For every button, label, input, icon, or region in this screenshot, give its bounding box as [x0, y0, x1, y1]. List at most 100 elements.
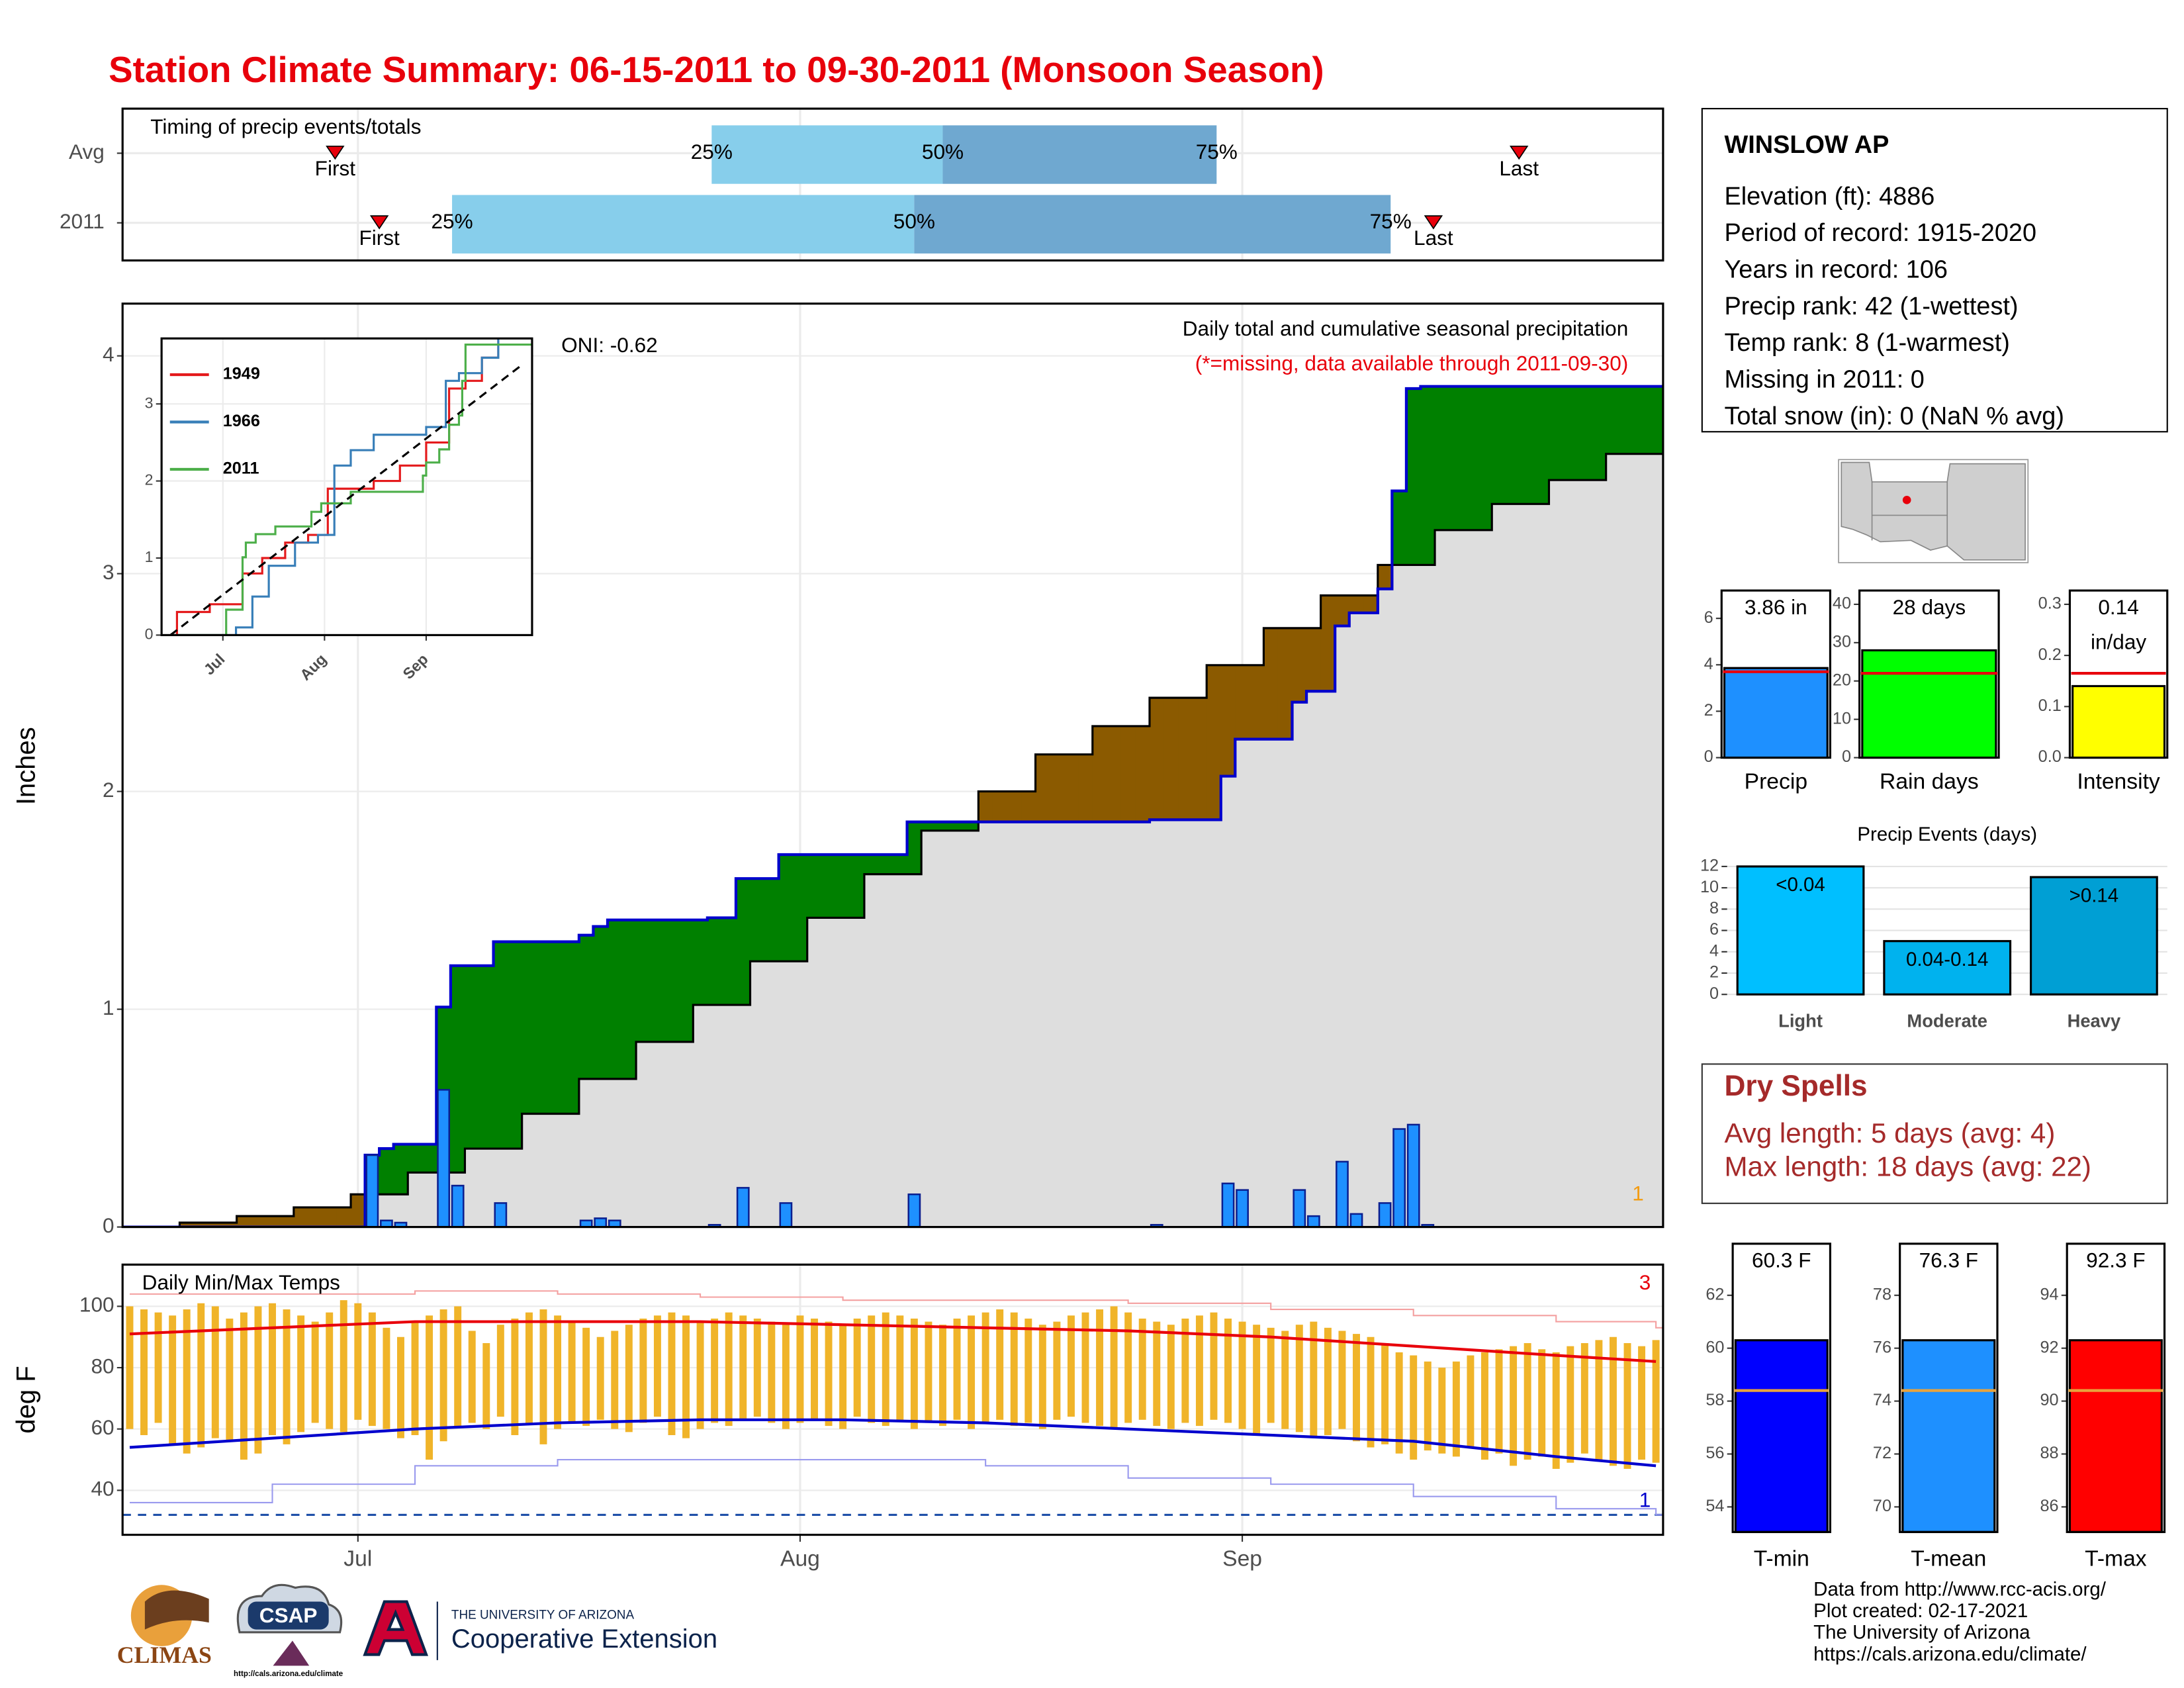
y-tick-label: 88 — [2040, 1444, 2058, 1462]
temp-range-bar — [1495, 1349, 1503, 1454]
temp-range-bar — [554, 1315, 562, 1429]
temp-range-bar — [825, 1321, 833, 1427]
temp-range-bar — [996, 1309, 1004, 1420]
daily-bar — [1306, 1215, 1320, 1227]
departure-fill — [508, 941, 523, 1149]
y-tick-label: 0.2 — [2038, 645, 2062, 664]
departure-fill — [208, 1223, 223, 1227]
departure-fill — [1549, 386, 1564, 481]
y-tick-label: 80 — [91, 1354, 114, 1378]
y-tick-label: 76 — [1873, 1338, 1891, 1356]
normal-line-record-max — [129, 1290, 1663, 1329]
temp-range-bar — [211, 1306, 219, 1438]
station-dot — [1902, 496, 1911, 504]
temp-plot — [122, 1290, 1663, 1517]
temp-range-bar — [725, 1312, 733, 1427]
temp-range-bar — [1224, 1318, 1232, 1423]
temp-range-bar — [454, 1306, 462, 1427]
temp-range-bar — [1267, 1327, 1275, 1423]
temp-range-bar — [439, 1309, 447, 1442]
departure-fill — [893, 855, 908, 874]
departure-fill — [907, 821, 922, 874]
logo-text: THE UNIVERSITY OF ARIZONA — [451, 1609, 635, 1622]
departure-fill — [1620, 386, 1635, 454]
departure-fill — [1292, 628, 1307, 702]
annotation: 3 — [1639, 1270, 1651, 1294]
temp-range-bar — [326, 1312, 334, 1429]
temp-range-bar — [1467, 1355, 1475, 1448]
bar — [1883, 940, 2012, 996]
temp-range-bar — [1310, 1321, 1318, 1438]
normal-line-min — [129, 1418, 1657, 1468]
gauge-bar — [1901, 1339, 1996, 1533]
departure-fill — [636, 919, 651, 1042]
y-tick-label: 30 — [1833, 633, 1851, 651]
departure-fill — [1649, 386, 1663, 454]
departure-fill — [1563, 386, 1578, 481]
departure-fill — [465, 965, 480, 1149]
temp-range-bar — [383, 1327, 390, 1429]
temp-range-bar — [639, 1318, 647, 1423]
value-label: in/day — [2091, 630, 2146, 653]
departure-fill — [1520, 386, 1535, 504]
dry-spells-box — [1701, 1063, 2168, 1204]
average-line — [122, 453, 1663, 1227]
daily-bar — [1421, 1224, 1435, 1227]
temp-range-bar — [625, 1325, 633, 1432]
bar-label: >0.14 — [2070, 884, 2119, 906]
value-label: 28 days — [1893, 595, 1966, 619]
quartile-bar — [452, 195, 915, 254]
departure-fill — [1021, 791, 1036, 822]
ua-logo — [363, 1600, 429, 1656]
departure-fill — [578, 935, 594, 1079]
y-tick-label: 1 — [145, 548, 154, 565]
departure-fill — [1035, 754, 1050, 822]
dry-spells-info: Max length: 18 days (avg: 22) — [1724, 1150, 2091, 1182]
temp-range-bar — [1110, 1306, 1118, 1429]
temp-range-bar — [910, 1318, 918, 1429]
station-info: Years in record: 106 — [1724, 256, 1948, 283]
temp-range-bar — [539, 1309, 547, 1444]
departure-fill — [1050, 754, 1065, 822]
departure-fill — [693, 919, 708, 1006]
value-label: 60.3 F — [1752, 1248, 1811, 1272]
daily-bar — [594, 1217, 608, 1227]
departure-fill — [1178, 698, 1193, 820]
temp-range-bar — [939, 1325, 946, 1427]
temp-range-bar — [426, 1315, 433, 1460]
temp-range-bar — [340, 1300, 347, 1432]
panel-frame — [121, 107, 1664, 262]
departure-fill — [179, 1223, 195, 1227]
y-tick-label: 2011 — [60, 209, 105, 233]
departure-fill — [279, 1216, 295, 1227]
climas-emblem-shape — [144, 1590, 209, 1630]
bar-label: <0.04 — [1776, 874, 1825, 896]
departure-fill — [1634, 386, 1649, 454]
departure-fill — [1235, 665, 1250, 739]
credit: The University of Arizona — [1813, 1622, 2030, 1644]
departure-fill — [1506, 386, 1521, 504]
temp-range-bar — [611, 1331, 619, 1429]
temp-range-bar — [711, 1318, 719, 1423]
axis-title: deg F — [12, 1366, 41, 1433]
temp-range-bar — [1010, 1312, 1018, 1427]
temp-range-bar — [269, 1303, 276, 1435]
map-borders — [1871, 481, 1948, 546]
temp-range-bar — [1253, 1325, 1261, 1435]
departure-fill — [1149, 698, 1165, 820]
temp-range-bar — [368, 1312, 376, 1427]
temp-range-bar — [1138, 1318, 1146, 1420]
departure-fill — [964, 821, 979, 831]
station-info: Missing in 2011: 0 — [1724, 365, 1924, 393]
x-tick-label: Jul — [343, 1546, 372, 1571]
daily-bar — [736, 1187, 750, 1227]
panel-frame — [121, 303, 1664, 1229]
temp-range-bar — [1424, 1361, 1432, 1451]
departure-fill — [1078, 754, 1093, 822]
temp-range-bar — [1181, 1318, 1189, 1423]
departure-fill — [1263, 628, 1279, 739]
axis-title: Inches — [12, 727, 41, 805]
daily-bar — [907, 1193, 921, 1227]
logo-text: Cooperative Extension — [451, 1624, 717, 1654]
